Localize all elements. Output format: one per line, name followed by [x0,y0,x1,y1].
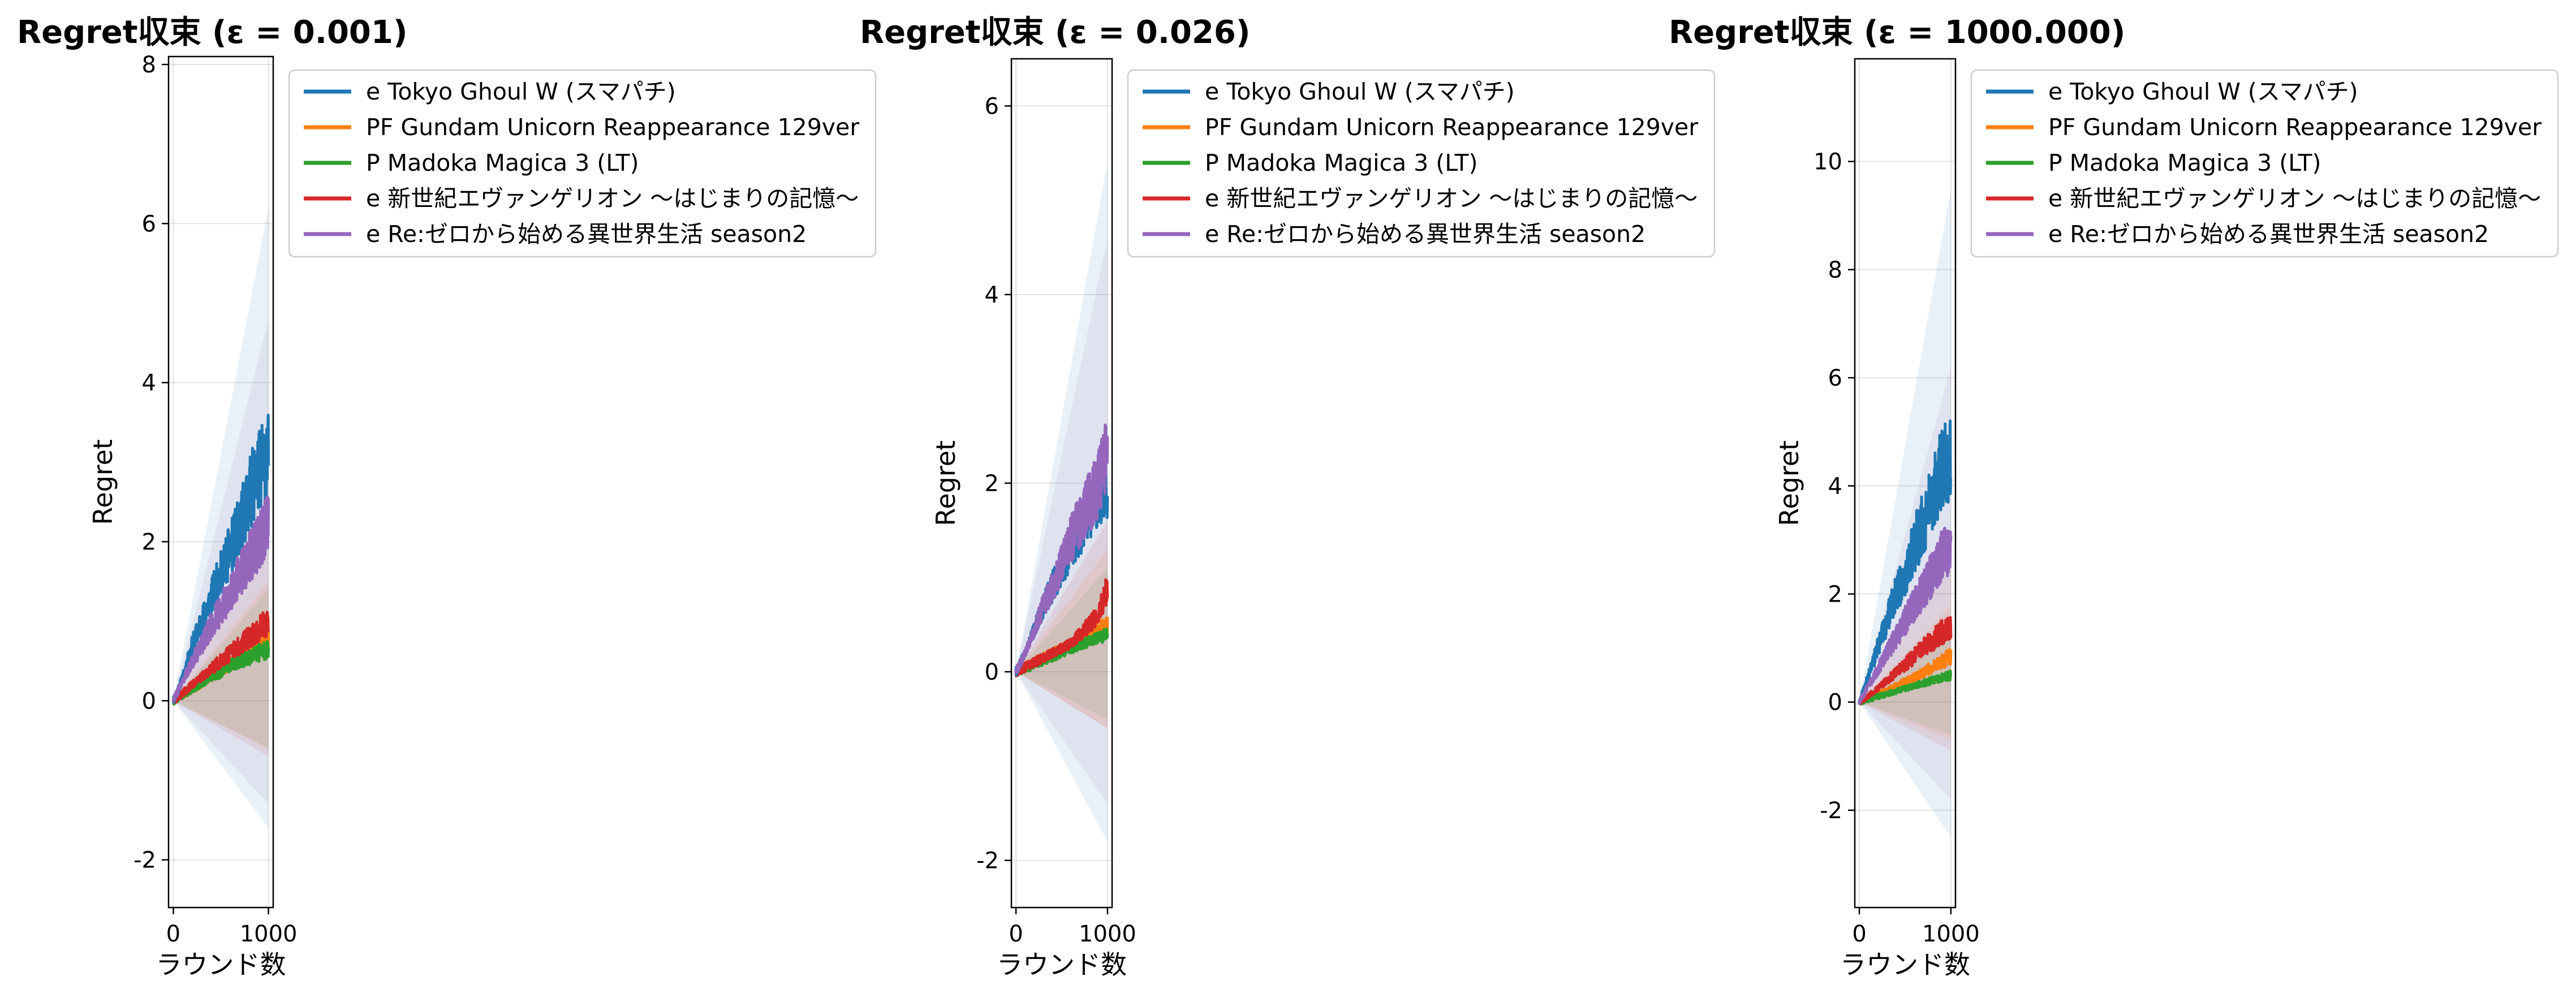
legend-label: P Madoka Magica 3 (LT) [1205,149,1478,176]
y-axis-label: Regret [88,439,118,525]
legend-label: PF Gundam Unicorn Reappearance 129ver [366,114,859,141]
series-line [1014,424,1109,674]
x-tick-label: 1000 [1922,921,1980,947]
y-tick-label: 4 [1828,473,1842,499]
y-axis-label: Regret [1774,440,1804,526]
legend-label: e Re:ゼロから始める異世界生活 season2 [2048,221,2489,248]
y-tick-label: 6 [1828,365,1842,391]
series-line [171,413,270,704]
y-tick-label: 8 [142,52,156,78]
series-line [1858,616,1953,706]
series-line [1858,419,1953,705]
x-tick-label: 1000 [1079,921,1136,947]
chart-title: Regret収束 (ε = 1000.000) [1669,14,2125,51]
plot-area [171,208,270,828]
legend-label: e Tokyo Ghoul W (スマパチ) [1205,78,1515,105]
x-tick-label: 0 [1852,921,1866,947]
series-line [1014,578,1109,677]
x-axis-label: ラウンド数 [156,949,286,980]
legend-label: e Tokyo Ghoul W (スマパチ) [2048,78,2358,105]
legend-label: P Madoka Magica 3 (LT) [366,149,639,176]
confidence-band [173,208,269,828]
series-line [171,495,270,703]
chart-title: Regret収束 (ε = 0.001) [17,14,407,51]
chart-title: Regret収束 (ε = 0.026) [860,14,1250,51]
x-tick-label: 0 [166,921,180,947]
y-tick-label: -2 [976,848,999,874]
confidence-band [173,541,269,757]
series-line [1858,669,1953,706]
y-tick-label: 10 [1813,149,1842,175]
axes-frame [1854,58,1957,909]
axes-frame [167,55,274,909]
x-tick-label: 0 [1009,921,1023,947]
confidence-band [1016,162,1108,842]
y-tick-label: 4 [985,282,999,308]
y-axis-label: Regret [931,440,961,526]
y-tick-label: 8 [1828,257,1842,283]
x-tick-label: 1000 [240,921,298,947]
y-tick-label: -2 [133,848,156,874]
plot-area [1858,188,1953,837]
x-axis-label: ラウンド数 [997,949,1127,980]
y-tick-label: 0 [142,688,156,714]
series-line [1858,526,1953,706]
confidence-band [1016,549,1108,729]
legend-label: PF Gundam Unicorn Reappearance 129ver [1205,114,1698,141]
y-tick-label: 4 [142,370,156,396]
legend-box [288,69,877,258]
legend-label: e 新世紀エヴァンゲリオン 〜はじまりの記憶〜 [2048,185,2541,212]
y-tick-label: -2 [1820,798,1842,824]
plot-area [1014,162,1109,842]
legend-label: P Madoka Magica 3 (LT) [2048,149,2321,176]
legend-box [1970,69,2559,258]
y-tick-label: 0 [1828,690,1842,716]
y-tick-label: 2 [985,471,999,497]
legend-label: e Re:ゼロから始める異世界生活 season2 [366,221,807,248]
x-axis-label: ラウンド数 [1840,949,1970,980]
y-tick-label: 2 [142,529,156,555]
legend-box [1127,69,1716,258]
y-tick-label: 0 [985,659,999,685]
legend-label: PF Gundam Unicorn Reappearance 129ver [2048,114,2541,141]
legend-label: e Re:ゼロから始める異世界生活 season2 [1205,221,1645,248]
y-tick-label: 2 [1828,581,1842,607]
confidence-band [1016,521,1108,729]
legend-label: e Tokyo Ghoul W (スマパチ) [366,78,676,105]
legend-label: e 新世紀エヴァンゲリオン 〜はじまりの記憶〜 [366,185,859,212]
y-tick-label: 6 [985,93,999,119]
legend-label: e 新世紀エヴァンゲリオン 〜はじまりの記憶〜 [1205,185,1698,212]
series-line [172,611,270,705]
y-tick-label: 6 [142,211,156,237]
